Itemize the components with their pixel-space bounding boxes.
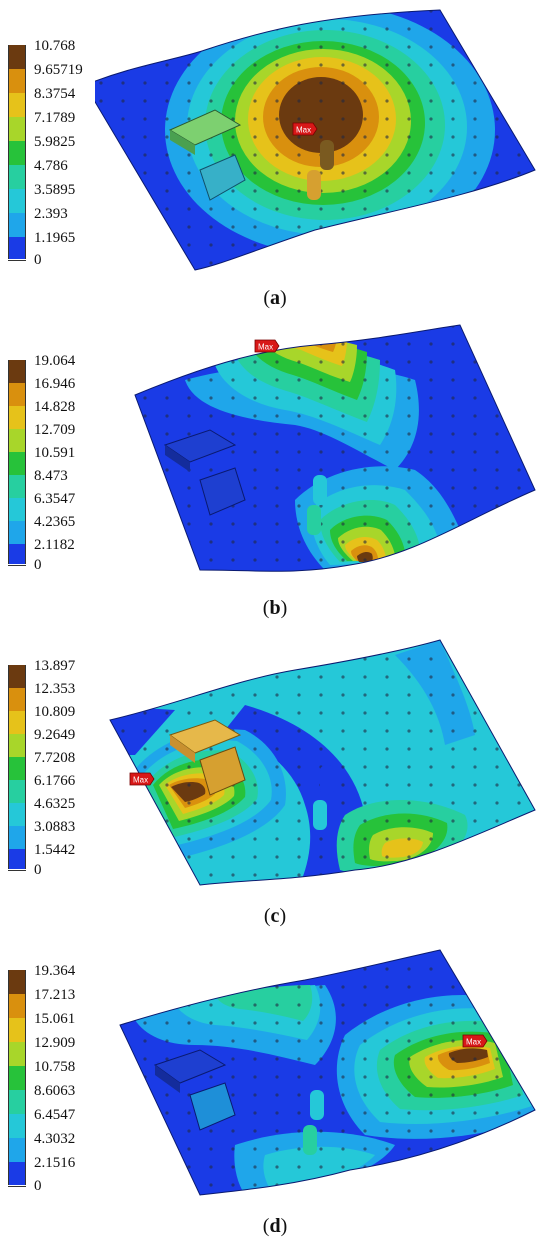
capacitor-component <box>313 765 334 830</box>
legend-tick: 16.946 <box>34 376 76 392</box>
legend-tick: 4.6325 <box>34 796 76 812</box>
legend-tick: 0 <box>34 1178 42 1194</box>
capacitor-component <box>307 475 327 535</box>
contour-plate-d: Max <box>119 949 536 1196</box>
legend-tick: 14.828 <box>34 399 76 415</box>
legend-tick: 6.1766 <box>34 773 76 789</box>
chip-component <box>168 109 242 155</box>
panel-a: 10.768 9.65719 8.3754 7.1789 5.9825 4.78… <box>0 0 550 310</box>
legend-tick: 6.4547 <box>34 1107 76 1123</box>
legend-tick: 7.7208 <box>34 750 76 766</box>
legend-tick: 10.591 <box>34 445 76 461</box>
legend-tick: 3.0883 <box>34 819 76 835</box>
caption-a: (a) <box>263 287 287 309</box>
max-marker: Max <box>129 772 155 786</box>
legend-tick: 15.061 <box>34 1011 76 1027</box>
svg-text:Max: Max <box>133 776 148 785</box>
legend-tick: 2.1182 <box>34 537 75 553</box>
svg-text:Max: Max <box>258 343 273 352</box>
block-component <box>199 467 246 516</box>
legend-tick: 1.1965 <box>34 230 76 246</box>
contour-plate-a: Max <box>95 9 536 271</box>
legend-tick: 4.3032 <box>34 1131 76 1147</box>
max-marker: Max <box>462 1034 488 1048</box>
capacitor-component <box>303 1090 324 1155</box>
chip-component <box>163 429 237 472</box>
legend-tick: 0 <box>34 252 42 268</box>
legend-tick: 19.064 <box>34 353 76 369</box>
legend-tick: 17.213 <box>34 987 76 1003</box>
panel-c: 13.897 12.353 10.809 9.2649 7.7208 6.176… <box>0 635 550 940</box>
legend-tick: 10.768 <box>34 38 76 54</box>
legend-tick: 4.2365 <box>34 514 76 530</box>
capacitor-component <box>307 140 334 200</box>
block-component <box>199 746 246 796</box>
legend-tick: 12.909 <box>34 1035 76 1051</box>
panel-b: 19.064 16.946 14.828 12.709 10.591 8.473… <box>0 315 550 630</box>
legend-tick: 0 <box>34 862 42 878</box>
contour-plate-b: Max <box>134 324 536 572</box>
legend-tick: 2.1516 <box>34 1155 76 1171</box>
legend-tick: 9.2649 <box>34 727 76 743</box>
max-marker: Max <box>254 339 280 353</box>
caption-b: (b) <box>262 597 288 619</box>
legend-tick: 2.393 <box>34 206 68 222</box>
legend-tick: 19.364 <box>34 963 76 979</box>
legend-tick: 8.473 <box>34 468 68 484</box>
caption-d: (d) <box>262 1215 288 1237</box>
panel-d: 19.364 17.213 15.061 12.909 10.758 8.606… <box>0 940 550 1247</box>
legend-tick: 13.897 <box>34 658 76 674</box>
legend-tick: 6.3547 <box>34 491 76 507</box>
chip-component <box>153 1049 227 1093</box>
legend-tick: 10.758 <box>34 1059 76 1075</box>
legend-tick: 7.1789 <box>34 110 76 126</box>
block-component <box>199 154 246 201</box>
caption-c: (c) <box>263 905 287 927</box>
legend-tick: 12.709 <box>34 422 76 438</box>
legend-tick: 10.809 <box>34 704 76 720</box>
legend-tick: 1.5442 <box>34 842 76 858</box>
max-marker: Max <box>292 122 318 136</box>
legend-tick: 0 <box>34 557 42 573</box>
svg-text:Max: Max <box>296 126 311 135</box>
legend-tick: 12.353 <box>34 681 76 697</box>
svg-text:Max: Max <box>466 1038 481 1047</box>
legend-tick: 4.786 <box>34 158 68 174</box>
chip-component <box>168 719 242 763</box>
block-component <box>189 1082 236 1131</box>
legend-tick: 8.6063 <box>34 1083 76 1099</box>
legend-tick: 3.5895 <box>34 182 76 198</box>
contour-plate-c: Max <box>109 639 536 886</box>
legend-tick: 9.65719 <box>34 62 83 78</box>
legend-tick: 5.9825 <box>34 134 76 150</box>
legend-tick: 8.3754 <box>34 86 76 102</box>
